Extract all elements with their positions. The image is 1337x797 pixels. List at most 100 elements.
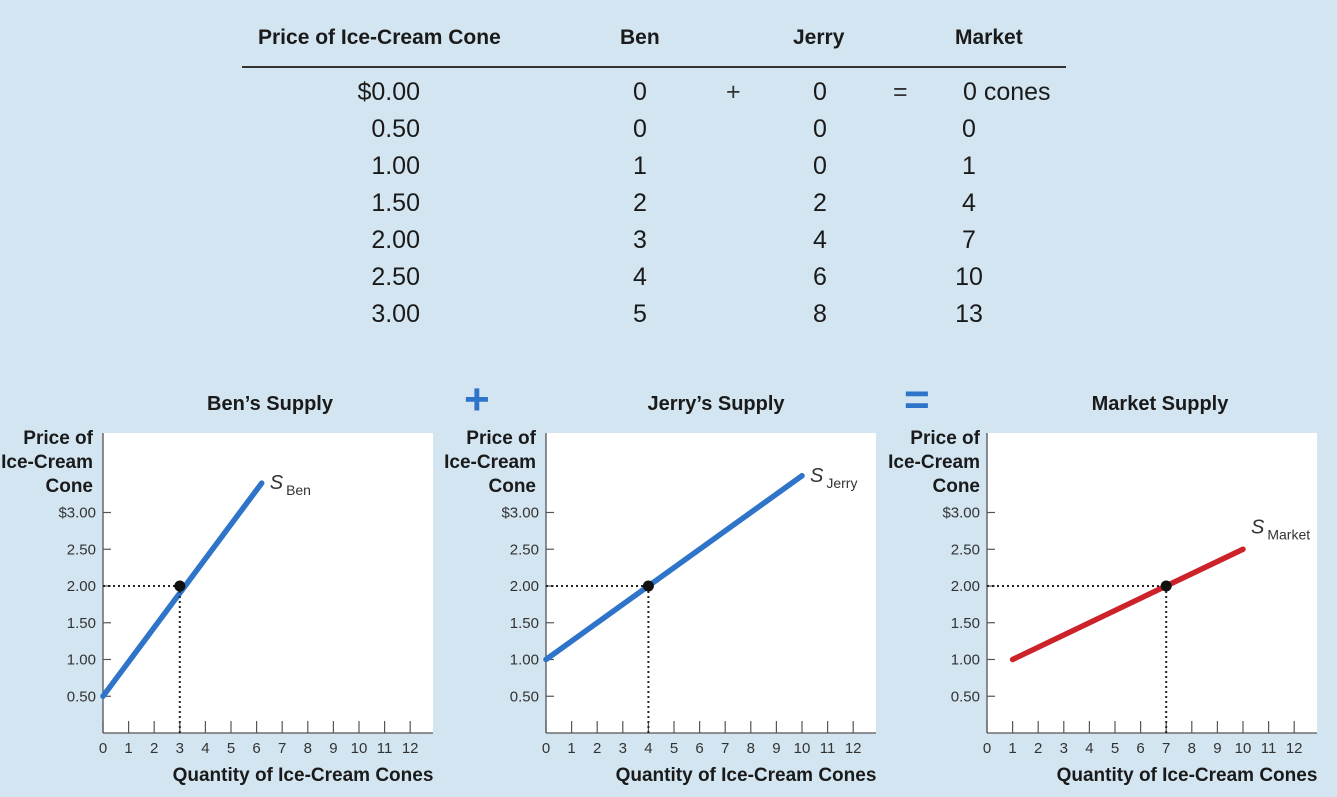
ben-supply-chart: 0.501.001.502.002.50$3.000 1 2 3 4 5 6 7 8 9 10 11 1…	[58, 433, 433, 757]
table-cell-price: 1.00	[371, 152, 420, 180]
y-axis-label-line: Ice-Cream	[444, 452, 536, 473]
x-tick-label: 4	[1085, 740, 1093, 757]
table-cell-jerry: 0	[813, 115, 827, 143]
y-tick-label: 1.50	[951, 615, 980, 632]
table-cell-market: 0 cones	[963, 78, 1051, 106]
y-axis-label-line: Cone	[488, 476, 537, 497]
y-tick-label: 2.00	[510, 578, 539, 595]
table-cell-jerry: 2	[813, 189, 827, 217]
x-tick-label: 11	[820, 740, 836, 757]
x-tick-label: 2	[593, 740, 601, 757]
x-axis-label: Quantity of Ice-Cream Cones	[172, 765, 434, 786]
x-tick-label: 8	[747, 740, 755, 757]
y-tick-label: 2.50	[510, 541, 539, 558]
market-supply-panel: Market Supply Price of Ice-Cream Cone 0.50…	[884, 385, 1334, 797]
y-tick-label: 1.50	[510, 615, 539, 632]
x-tick-label: 10	[351, 740, 368, 757]
plus-operator: +	[726, 78, 741, 106]
y-tick-label: 2.00	[67, 578, 96, 595]
table-cell-jerry: 4	[813, 226, 827, 254]
chart-title: Market Supply	[1091, 393, 1229, 415]
panel-plus-operator: +	[464, 375, 490, 424]
table-cell-ben: 3	[633, 226, 647, 254]
table-cell-ben: 4	[633, 263, 647, 291]
y-axis-label-line: Ice-Cream	[1, 452, 93, 473]
y-axis-label-line: Price of	[466, 428, 536, 449]
x-tick-label: 0	[99, 740, 107, 757]
table-cell-market: 1	[962, 152, 976, 180]
x-tick-label: 12	[845, 740, 862, 757]
x-tick-label: 12	[402, 740, 419, 757]
y-tick-label: 0.50	[951, 688, 980, 705]
y-axis-label: Price of Ice-Cream Cone	[444, 427, 536, 499]
x-tick-label: 4	[644, 740, 652, 757]
table-cell-price: 2.50	[371, 263, 420, 291]
x-tick-label: 6	[695, 740, 703, 757]
table-cell-market: 0	[962, 115, 976, 143]
table-cell-price: 1.50	[371, 189, 420, 217]
x-tick-label: 3	[1060, 740, 1068, 757]
y-axis-label-line: Cone	[45, 476, 94, 497]
y-tick-label: 2.00	[951, 578, 980, 595]
table-cell-market: 10	[955, 263, 983, 291]
header-rule	[242, 66, 1066, 68]
y-axis-label-line: Ice-Cream	[888, 452, 980, 473]
table-cell-price: 0.50	[371, 115, 420, 143]
plot-area	[103, 433, 433, 733]
table-cell-jerry: 0	[813, 152, 827, 180]
jerry-supply-panel: Jerry’s Supply Price of Ice-Cream Cone 0.5…	[443, 385, 893, 797]
header-jerry: Jerry	[793, 26, 845, 49]
jerry-supply-chart: 0.501.001.502.002.50$3.000 1 2 3 4 5 6 7 8 9 10 11 1…	[501, 433, 876, 757]
x-tick-label: 7	[278, 740, 286, 757]
market-supply-chart: 0.501.001.502.002.50$3.000 1 2 3 4 5 6 7 8 9 10 11 1…	[942, 433, 1317, 757]
x-tick-label: 8	[304, 740, 312, 757]
y-tick-label: 1.50	[67, 615, 96, 632]
header-market: Market	[955, 26, 1023, 49]
x-tick-label: 11	[1261, 740, 1277, 757]
y-tick-label: $3.00	[942, 505, 980, 522]
plot-area	[546, 433, 876, 733]
x-tick-label: 11	[377, 740, 393, 757]
equilibrium-point	[1160, 580, 1172, 592]
table-cell-ben: 5	[633, 300, 647, 328]
equilibrium-point	[642, 580, 654, 592]
y-axis-label: Price of Ice-Cream Cone	[1, 427, 93, 499]
supply-curve-label: S Market	[1251, 516, 1310, 542]
y-tick-label: 1.00	[951, 652, 980, 669]
panel-equals-operator: =	[904, 375, 930, 424]
table-cell-market: 7	[962, 226, 976, 254]
ben-supply-panel: Ben’s Supply Price of Ice-Cream Cone 0.50 1…	[0, 385, 450, 797]
table-cell-price: 3.00	[371, 300, 420, 328]
table-cell-jerry: 6	[813, 263, 827, 291]
table-cell-market: 4	[962, 189, 976, 217]
y-tick-label: 2.50	[951, 541, 980, 558]
equilibrium-point	[174, 580, 186, 592]
table-cell-market: 13	[955, 300, 983, 328]
x-tick-label: 5	[227, 740, 235, 757]
x-tick-label: 2	[1034, 740, 1042, 757]
y-tick-label: 0.50	[510, 688, 539, 705]
equals-operator: =	[893, 78, 908, 106]
x-tick-label: 6	[252, 740, 260, 757]
table-cell-ben: 0	[633, 78, 647, 106]
y-axis-label: Price of Ice-Cream Cone	[888, 427, 980, 499]
table-cell-jerry: 8	[813, 300, 827, 328]
chart-title: Ben’s Supply	[207, 393, 333, 415]
x-tick-label: 9	[772, 740, 780, 757]
x-tick-label: 9	[329, 740, 337, 757]
y-tick-label: 1.00	[510, 652, 539, 669]
x-axis-label: Quantity of Ice-Cream Cones	[1056, 765, 1318, 786]
y-axis-label-line: Price of	[23, 428, 93, 449]
table-cell-price: $0.00	[357, 78, 420, 106]
table-cell-ben: 2	[633, 189, 647, 217]
table-cell-jerry: 0	[813, 78, 827, 106]
supply-curve-label: S Jerry	[810, 465, 857, 491]
x-axis-label: Quantity of Ice-Cream Cones	[615, 765, 877, 786]
x-tick-label: 10	[794, 740, 811, 757]
supply-schedule-table: Price of Ice-Cream Cone Ben Jerry Market…	[0, 0, 1337, 345]
plot-area	[987, 433, 1317, 733]
x-tick-label: 3	[176, 740, 184, 757]
x-tick-label: 0	[542, 740, 550, 757]
table-cell-ben: 0	[633, 115, 647, 143]
y-axis-label-line: Cone	[932, 476, 981, 497]
